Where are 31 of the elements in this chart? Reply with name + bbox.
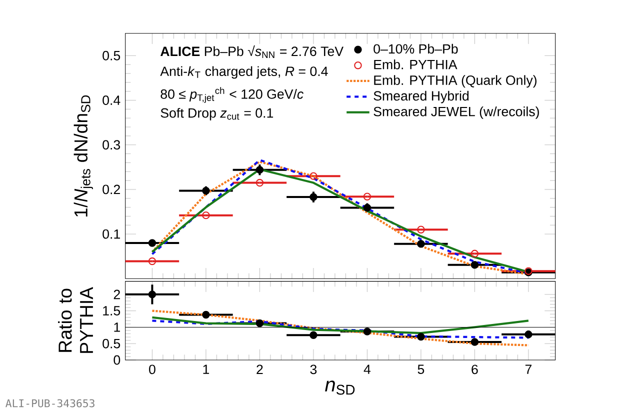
x-tick-label: 0 — [149, 364, 156, 374]
annotation: 80 ≤ p$_{T,jet}$$^{ch}$ < 120 GeV/c — [160, 87, 304, 103]
y-tick-label: 1.5 — [103, 306, 120, 316]
annotation: ALICE Pb–Pb √s$_{NN}$ = 2.76 TeV — [160, 46, 344, 58]
text: ALI-PUB-343653 — [6, 399, 94, 408]
x-tick-label: 5 — [418, 364, 424, 374]
y-tick-label: 0.5 — [102, 51, 120, 60]
y-tick-label: 0 — [114, 355, 120, 365]
y-axis-title: Ratio to PYTHIA — [58, 287, 93, 353]
legend-label: Emb. PYTHIA — [374, 60, 458, 70]
legend-label: Emb. PYTHIA (Quark Only) — [374, 75, 536, 88]
annotation: Anti-k$_{T}$ charged jets, R = 0.4 — [160, 66, 328, 79]
x-axis-title: n$_{SD}$ — [325, 380, 355, 395]
x-tick-label: 7 — [525, 364, 532, 374]
x-tick-label: 4 — [364, 364, 371, 374]
y-tick-label: 0.5 — [102, 339, 120, 348]
annotation: Soft Drop z$_{cut}$ = 0.1 — [160, 108, 274, 120]
y-tick-label: 0.2 — [102, 184, 120, 194]
x-tick-label: 6 — [472, 364, 478, 374]
y-tick-label: 0.4 — [102, 96, 120, 106]
legend-label: Smeared JEWEL (w/recoils) — [374, 106, 539, 120]
x-tick-label: 3 — [310, 364, 317, 374]
x-tick-label: 1 — [203, 364, 210, 374]
y-tick-label: 1 — [114, 322, 120, 332]
y-tick-label: 0.3 — [102, 140, 120, 150]
y-tick-label: 2 — [114, 290, 120, 300]
legend-label: 0–10% Pb–Pb — [374, 44, 458, 54]
x-tick-label: 2 — [256, 364, 263, 374]
y-tick-label: 0.1 — [102, 229, 120, 239]
legend-label: Smeared Hybrid — [374, 90, 469, 104]
y-axis-title: 1/N$_{jets}$ dN/dn$_{SD}$ — [74, 95, 93, 217]
